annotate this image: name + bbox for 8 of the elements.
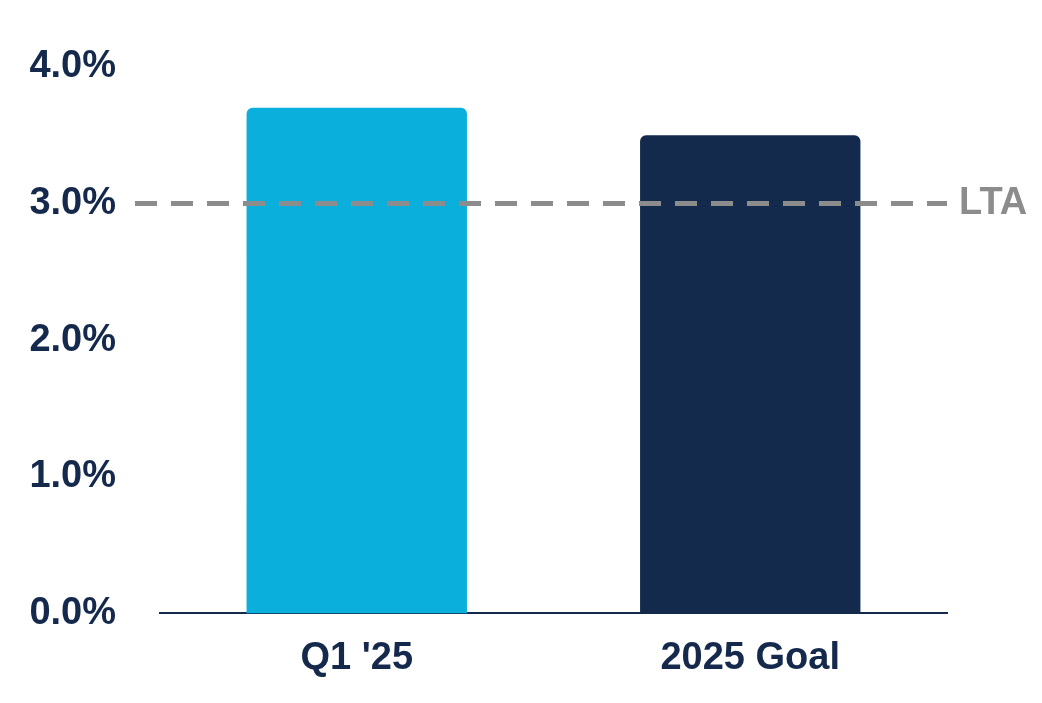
y-tick-label: 2.0%	[29, 316, 116, 359]
x-tick-label: 2025 Goal	[660, 634, 841, 677]
x-tick-label: Q1 '25	[300, 634, 414, 677]
y-tick-label: 0.0%	[29, 589, 116, 632]
y-tick-label: 4.0%	[29, 43, 116, 86]
y-tick-label: 1.0%	[29, 453, 116, 496]
ref-line-label: LTA	[959, 179, 1028, 222]
y-tick-label: 3.0%	[29, 179, 116, 222]
